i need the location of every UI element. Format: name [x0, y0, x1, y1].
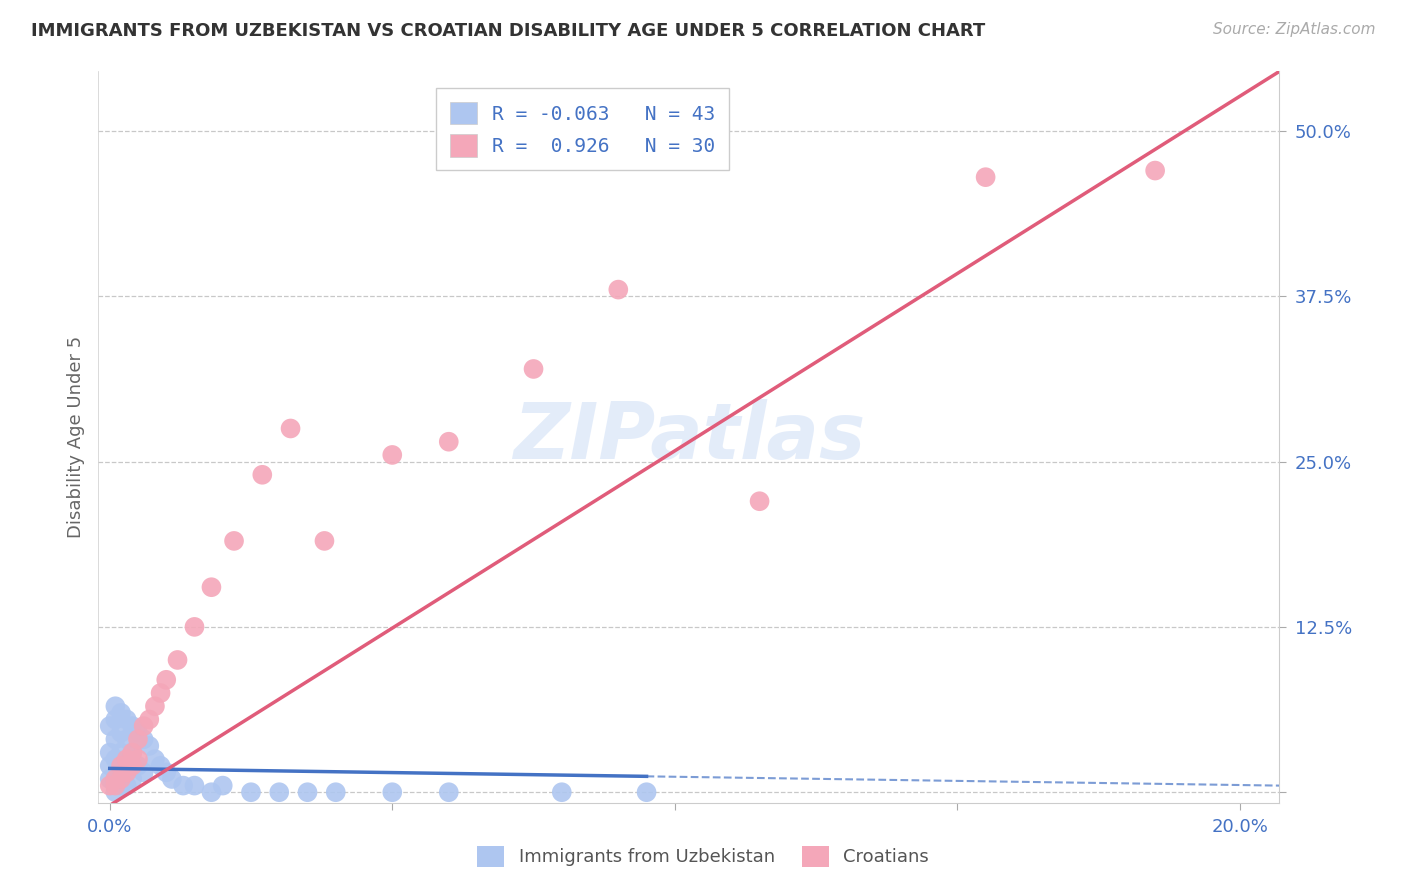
- Point: [110, 765, 132, 780]
- Point: [98, 746, 121, 760]
- Point: [280, 421, 302, 435]
- Point: [149, 758, 172, 772]
- Point: [104, 713, 127, 727]
- Point: [104, 772, 127, 786]
- Point: [974, 170, 997, 185]
- Point: [104, 779, 127, 793]
- Point: [155, 673, 177, 687]
- Point: [522, 362, 544, 376]
- Point: [200, 580, 222, 594]
- Point: [127, 725, 149, 739]
- Point: [155, 765, 177, 780]
- Point: [110, 758, 132, 772]
- Point: [98, 779, 121, 793]
- Point: [183, 779, 205, 793]
- Point: [98, 772, 121, 786]
- Point: [115, 713, 138, 727]
- Text: IMMIGRANTS FROM UZBEKISTAN VS CROATIAN DISABILITY AGE UNDER 5 CORRELATION CHART: IMMIGRANTS FROM UZBEKISTAN VS CROATIAN D…: [31, 22, 986, 40]
- Point: [143, 752, 166, 766]
- Point: [127, 758, 149, 772]
- Point: [110, 779, 132, 793]
- Point: [149, 686, 172, 700]
- Point: [172, 779, 194, 793]
- Point: [437, 785, 460, 799]
- Point: [115, 752, 138, 766]
- Point: [127, 732, 149, 747]
- Point: [183, 620, 205, 634]
- Point: [115, 765, 138, 780]
- Point: [166, 653, 188, 667]
- Point: [104, 785, 127, 799]
- Point: [1144, 163, 1167, 178]
- Point: [115, 758, 138, 772]
- Point: [121, 719, 143, 733]
- Point: [240, 785, 263, 799]
- Point: [110, 772, 132, 786]
- Point: [121, 758, 143, 772]
- Point: [325, 785, 347, 799]
- Point: [132, 732, 155, 747]
- Point: [104, 772, 127, 786]
- Point: [381, 785, 404, 799]
- Point: [98, 758, 121, 772]
- Point: [104, 752, 127, 766]
- Point: [748, 494, 770, 508]
- Point: [121, 746, 143, 760]
- Point: [121, 772, 143, 786]
- Point: [636, 785, 658, 799]
- Point: [160, 772, 183, 786]
- Point: [211, 779, 233, 793]
- Point: [314, 533, 336, 548]
- Point: [132, 719, 155, 733]
- Point: [138, 739, 160, 753]
- Point: [437, 434, 460, 449]
- Point: [297, 785, 319, 799]
- Point: [110, 706, 132, 720]
- Point: [381, 448, 404, 462]
- Point: [269, 785, 291, 799]
- Point: [98, 719, 121, 733]
- Point: [127, 752, 149, 766]
- Point: [121, 746, 143, 760]
- Point: [607, 283, 630, 297]
- Point: [115, 732, 138, 747]
- Text: ZIPatlas: ZIPatlas: [513, 399, 865, 475]
- Point: [110, 746, 132, 760]
- Point: [132, 765, 155, 780]
- Point: [110, 725, 132, 739]
- Point: [200, 785, 222, 799]
- Y-axis label: Disability Age Under 5: Disability Age Under 5: [66, 336, 84, 538]
- Point: [252, 467, 274, 482]
- Point: [104, 699, 127, 714]
- Point: [551, 785, 574, 799]
- Point: [138, 713, 160, 727]
- Point: [143, 699, 166, 714]
- Legend: R = -0.063   N = 43, R =  0.926   N = 30: R = -0.063 N = 43, R = 0.926 N = 30: [436, 88, 730, 170]
- Point: [115, 779, 138, 793]
- Point: [104, 732, 127, 747]
- Point: [222, 533, 245, 548]
- Text: Source: ZipAtlas.com: Source: ZipAtlas.com: [1212, 22, 1375, 37]
- Legend: Immigrants from Uzbekistan, Croatians: Immigrants from Uzbekistan, Croatians: [468, 837, 938, 876]
